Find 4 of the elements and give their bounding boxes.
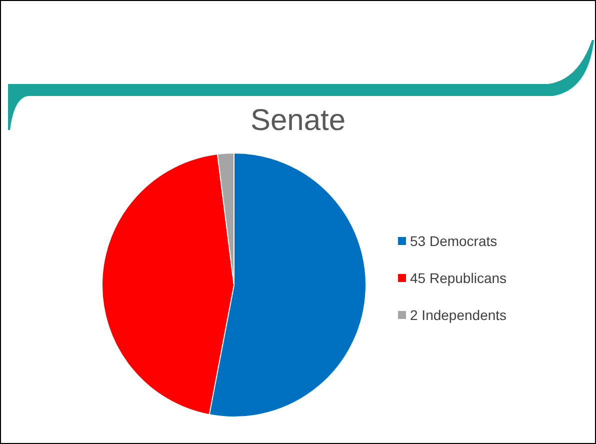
legend-label: 45 Republicans [410, 270, 507, 286]
legend-label: 53 Democrats [410, 232, 498, 248]
chart-title: Senate [249, 104, 347, 138]
legend-label: 2 Independents [410, 306, 507, 322]
